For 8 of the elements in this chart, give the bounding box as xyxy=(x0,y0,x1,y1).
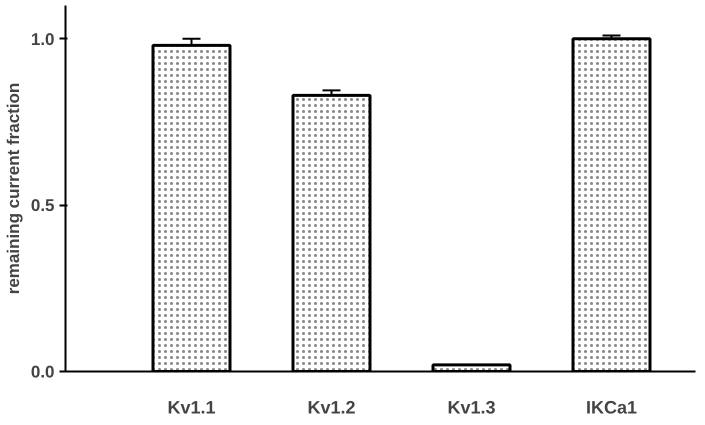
y-tick-label: 0.5 xyxy=(30,196,55,216)
x-tick-label: IKCa1 xyxy=(586,398,638,418)
x-tick-label: Kv1.3 xyxy=(447,398,496,418)
x-tick-label: Kv1.2 xyxy=(307,398,356,418)
y-tick-label: 1.0 xyxy=(30,30,55,49)
y-axis-title: remaining current fraction xyxy=(4,82,23,294)
y-tick-label: 0.0 xyxy=(30,362,55,382)
x-tick-label: Kv1.1 xyxy=(167,398,216,418)
